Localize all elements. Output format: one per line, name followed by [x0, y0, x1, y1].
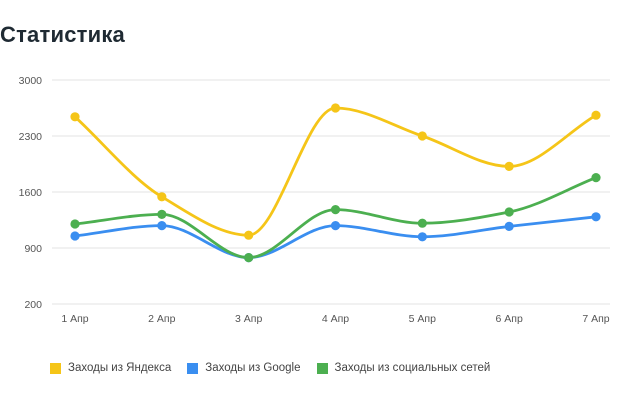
series-0-point [244, 230, 254, 240]
legend-swatch-social [316, 362, 328, 374]
x-tick-label: 2 Апр [148, 313, 175, 325]
y-tick-label: 900 [24, 243, 42, 255]
series-0-point [330, 103, 341, 113]
legend-swatch-yandex [50, 362, 61, 374]
series-1-point [157, 221, 167, 231]
series-0-point [591, 110, 601, 120]
series-2-point [244, 253, 254, 263]
x-tick-label: 3 Апр [235, 313, 262, 325]
series-1-point [417, 232, 427, 242]
legend-item-google[interactable]: Заходы из Google [187, 362, 301, 374]
legend-item-social[interactable]: Заходы из социальных сетей [316, 362, 491, 374]
x-tick-label: 6 Апр [496, 313, 523, 325]
y-tick-label: 3000 [19, 75, 43, 87]
legend-swatch-google [187, 362, 199, 374]
x-tick-label: 5 Апр [409, 313, 436, 325]
series-1-point [70, 231, 80, 241]
y-tick-label: 200 [24, 299, 42, 311]
legend-item-yandex[interactable]: Заходы из Яндекса [50, 362, 171, 374]
series-line-0 [73, 106, 598, 237]
series-2-point [157, 209, 167, 219]
series-2-point [504, 207, 514, 217]
series-1-point [330, 221, 341, 231]
legend-label-google: Заходы из Google [205, 362, 301, 374]
series-1-point [504, 221, 514, 231]
legend-label-yandex: Заходы из Яндекса [68, 362, 172, 374]
x-tick-label: 1 Апр [61, 313, 88, 325]
series-1-point [591, 212, 601, 222]
y-tick-label: 2300 [19, 131, 43, 143]
series-0-point [157, 192, 167, 202]
y-tick-label: 1600 [19, 187, 43, 199]
x-tick-label: 4 Апр [322, 313, 349, 325]
x-tick-label: 7 Апр [582, 313, 609, 325]
chart-title: Статистика [0, 22, 125, 47]
series-2-point [417, 218, 427, 228]
legend-label-social: Заходы из социальных сетей [334, 362, 491, 374]
series-2-point [591, 173, 601, 183]
series-2-point [70, 219, 80, 229]
series-0-point [70, 112, 80, 122]
series-0-point [417, 131, 427, 141]
legend: Заходы из Яндекса Заходы из Google Заход… [50, 362, 506, 374]
series-0-point [504, 161, 514, 171]
series-2-point [330, 205, 341, 215]
